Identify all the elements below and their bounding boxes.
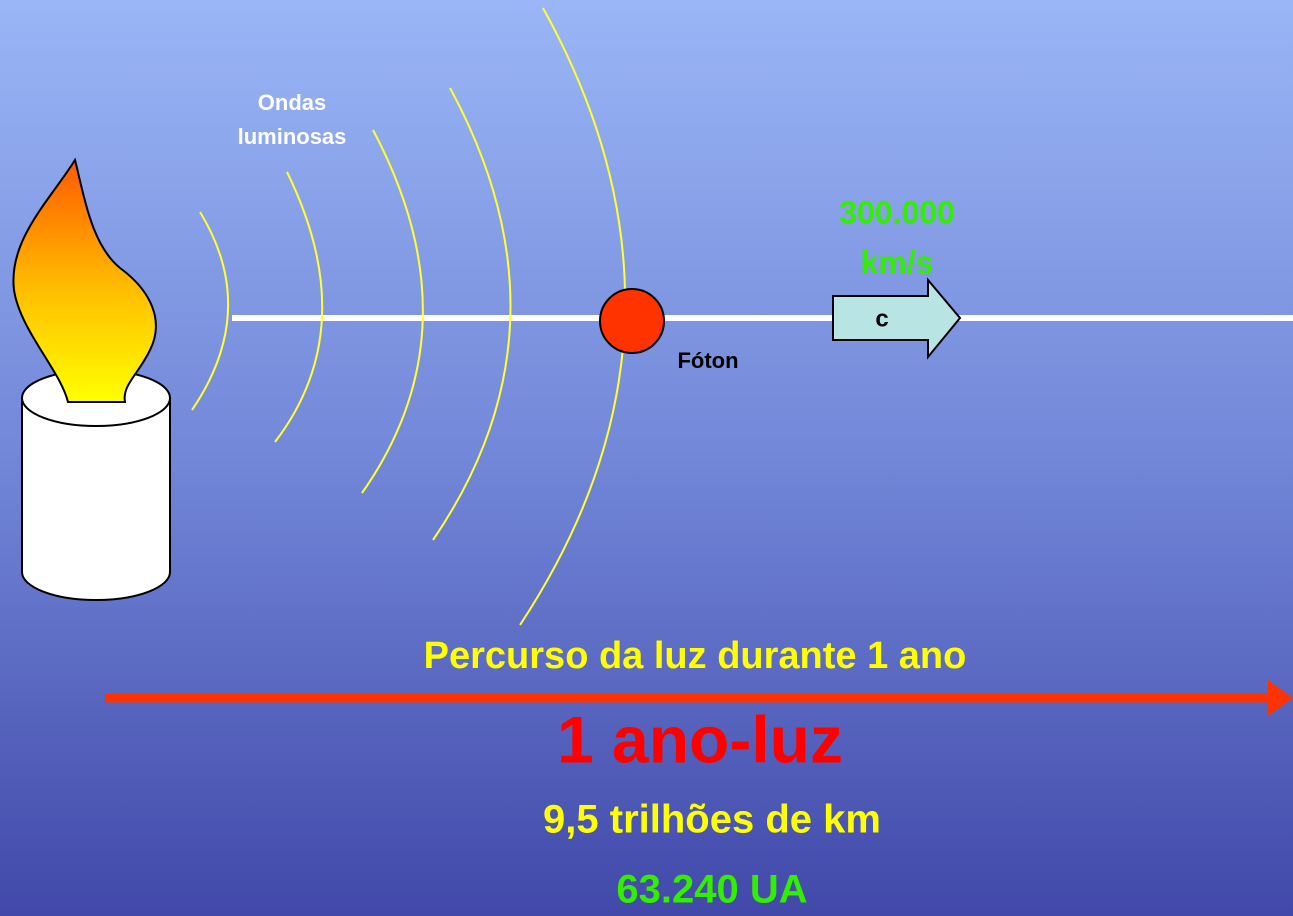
candle-body — [21, 397, 171, 601]
unit-title: 1 ano-luz — [557, 702, 843, 776]
distance-km: 9,5 trilhões de km — [543, 798, 881, 842]
waves-label: luminosas — [238, 124, 347, 149]
candle — [12, 157, 171, 601]
path-caption: Percurso da luz durante 1 ano — [424, 635, 967, 677]
speed-label: 300.000 — [839, 194, 955, 230]
arrow-label: c — [875, 305, 888, 332]
velocity-arrow — [832, 277, 962, 360]
photon — [599, 288, 665, 354]
wave — [432, 87, 512, 541]
wave — [361, 129, 424, 494]
photon-label: Fóton — [677, 348, 738, 373]
waves-label: Ondas — [258, 90, 326, 115]
wave — [191, 211, 230, 411]
year-arrow-head — [1268, 680, 1293, 716]
wave — [274, 171, 324, 443]
distance-au: 63.240 UA — [616, 868, 807, 912]
flame — [12, 157, 157, 403]
speed-label: km/s — [861, 244, 934, 280]
